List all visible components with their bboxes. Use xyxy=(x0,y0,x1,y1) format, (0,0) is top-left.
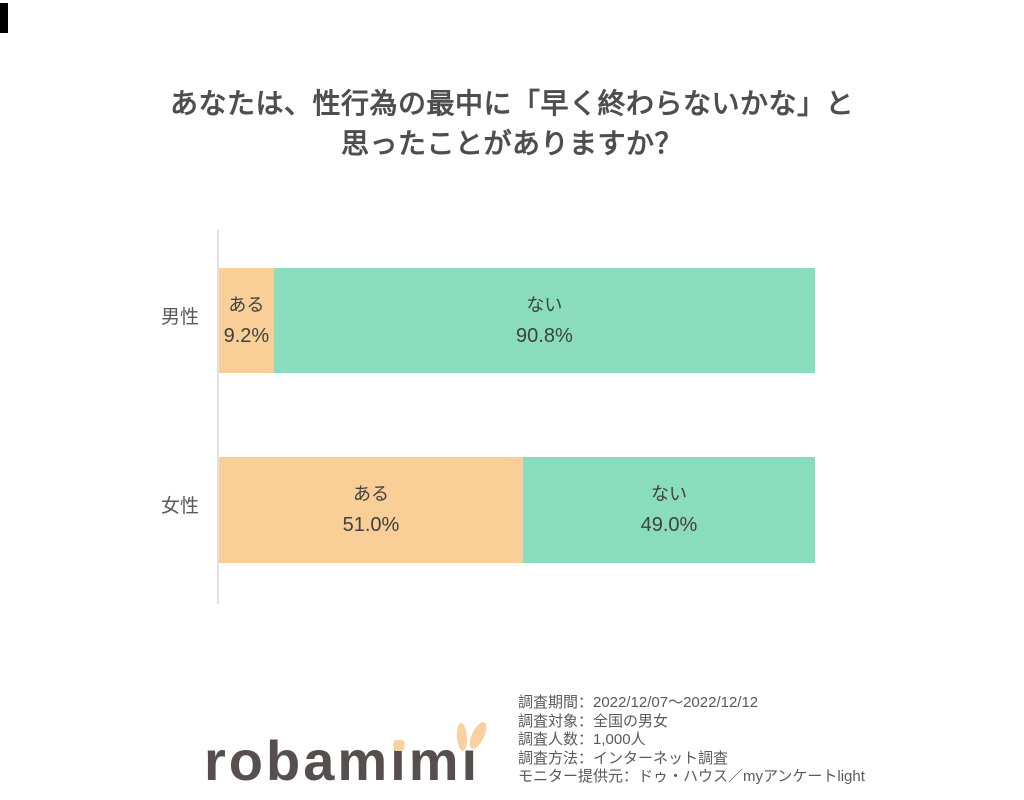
survey-info-block: 調査期間：2022/12/07～2022/12/12 調査対象：全国の男女 調査… xyxy=(518,694,865,787)
survey-info-count: 調査人数：1,000人 xyxy=(518,731,646,749)
survey-info-monitor: モニター提供元：ドゥ・ハウス／myアンケートlight xyxy=(518,768,865,786)
category-label-male: 男性 xyxy=(160,307,199,328)
segment-value: 51.0% xyxy=(342,514,400,536)
survey-info-target: 調査対象：全国の男女 xyxy=(518,712,669,730)
logo-text-prefix: robam xyxy=(204,729,391,792)
robamimi-logo: robamı mı xyxy=(204,719,490,792)
survey-info-method: 調査方法：インターネット調査 xyxy=(518,749,729,767)
logo-letter-i-ears: ı xyxy=(455,719,490,789)
bar-row-female: ある 51.0% ない 49.0% xyxy=(219,457,815,563)
logo-orange-dot-icon xyxy=(393,740,405,751)
survey-info-period: 調査期間：2022/12/07～2022/12/12 xyxy=(518,694,759,711)
y-axis-line xyxy=(217,230,219,604)
segment-label: ない xyxy=(526,294,563,315)
chart-title-line2: 思ったことがありますか？ xyxy=(340,128,683,159)
bar-row-male: ある 9.2% ない 90.8% xyxy=(219,268,815,373)
top-left-accent-mark xyxy=(0,3,8,33)
segment-label: ある xyxy=(352,484,389,504)
category-label-female: 女性 xyxy=(160,496,199,517)
bar-segment-female-nai: ない 49.0% xyxy=(522,457,815,563)
bar-segment-male-aru: ある 9.2% xyxy=(219,268,274,373)
bar-segment-male-nai: ない 90.8% xyxy=(273,268,815,373)
segment-value: 49.0% xyxy=(640,514,698,536)
chart-title-line1: あなたは、性行為の最中に「早く終わらないかな」と xyxy=(169,88,854,119)
segment-label: ある xyxy=(228,294,265,315)
segment-value: 9.2% xyxy=(223,324,270,347)
logo-letter-i-orange-dot: ı xyxy=(390,729,409,792)
segment-label: ない xyxy=(650,484,687,504)
chart-title: あなたは、性行為の最中に「早く終わらないかな」と 思ったことがありますか？ xyxy=(0,84,1024,164)
segment-value: 90.8% xyxy=(516,324,573,347)
logo-text-m: m xyxy=(408,729,462,792)
bar-segment-female-aru: ある 51.0% xyxy=(219,457,523,563)
